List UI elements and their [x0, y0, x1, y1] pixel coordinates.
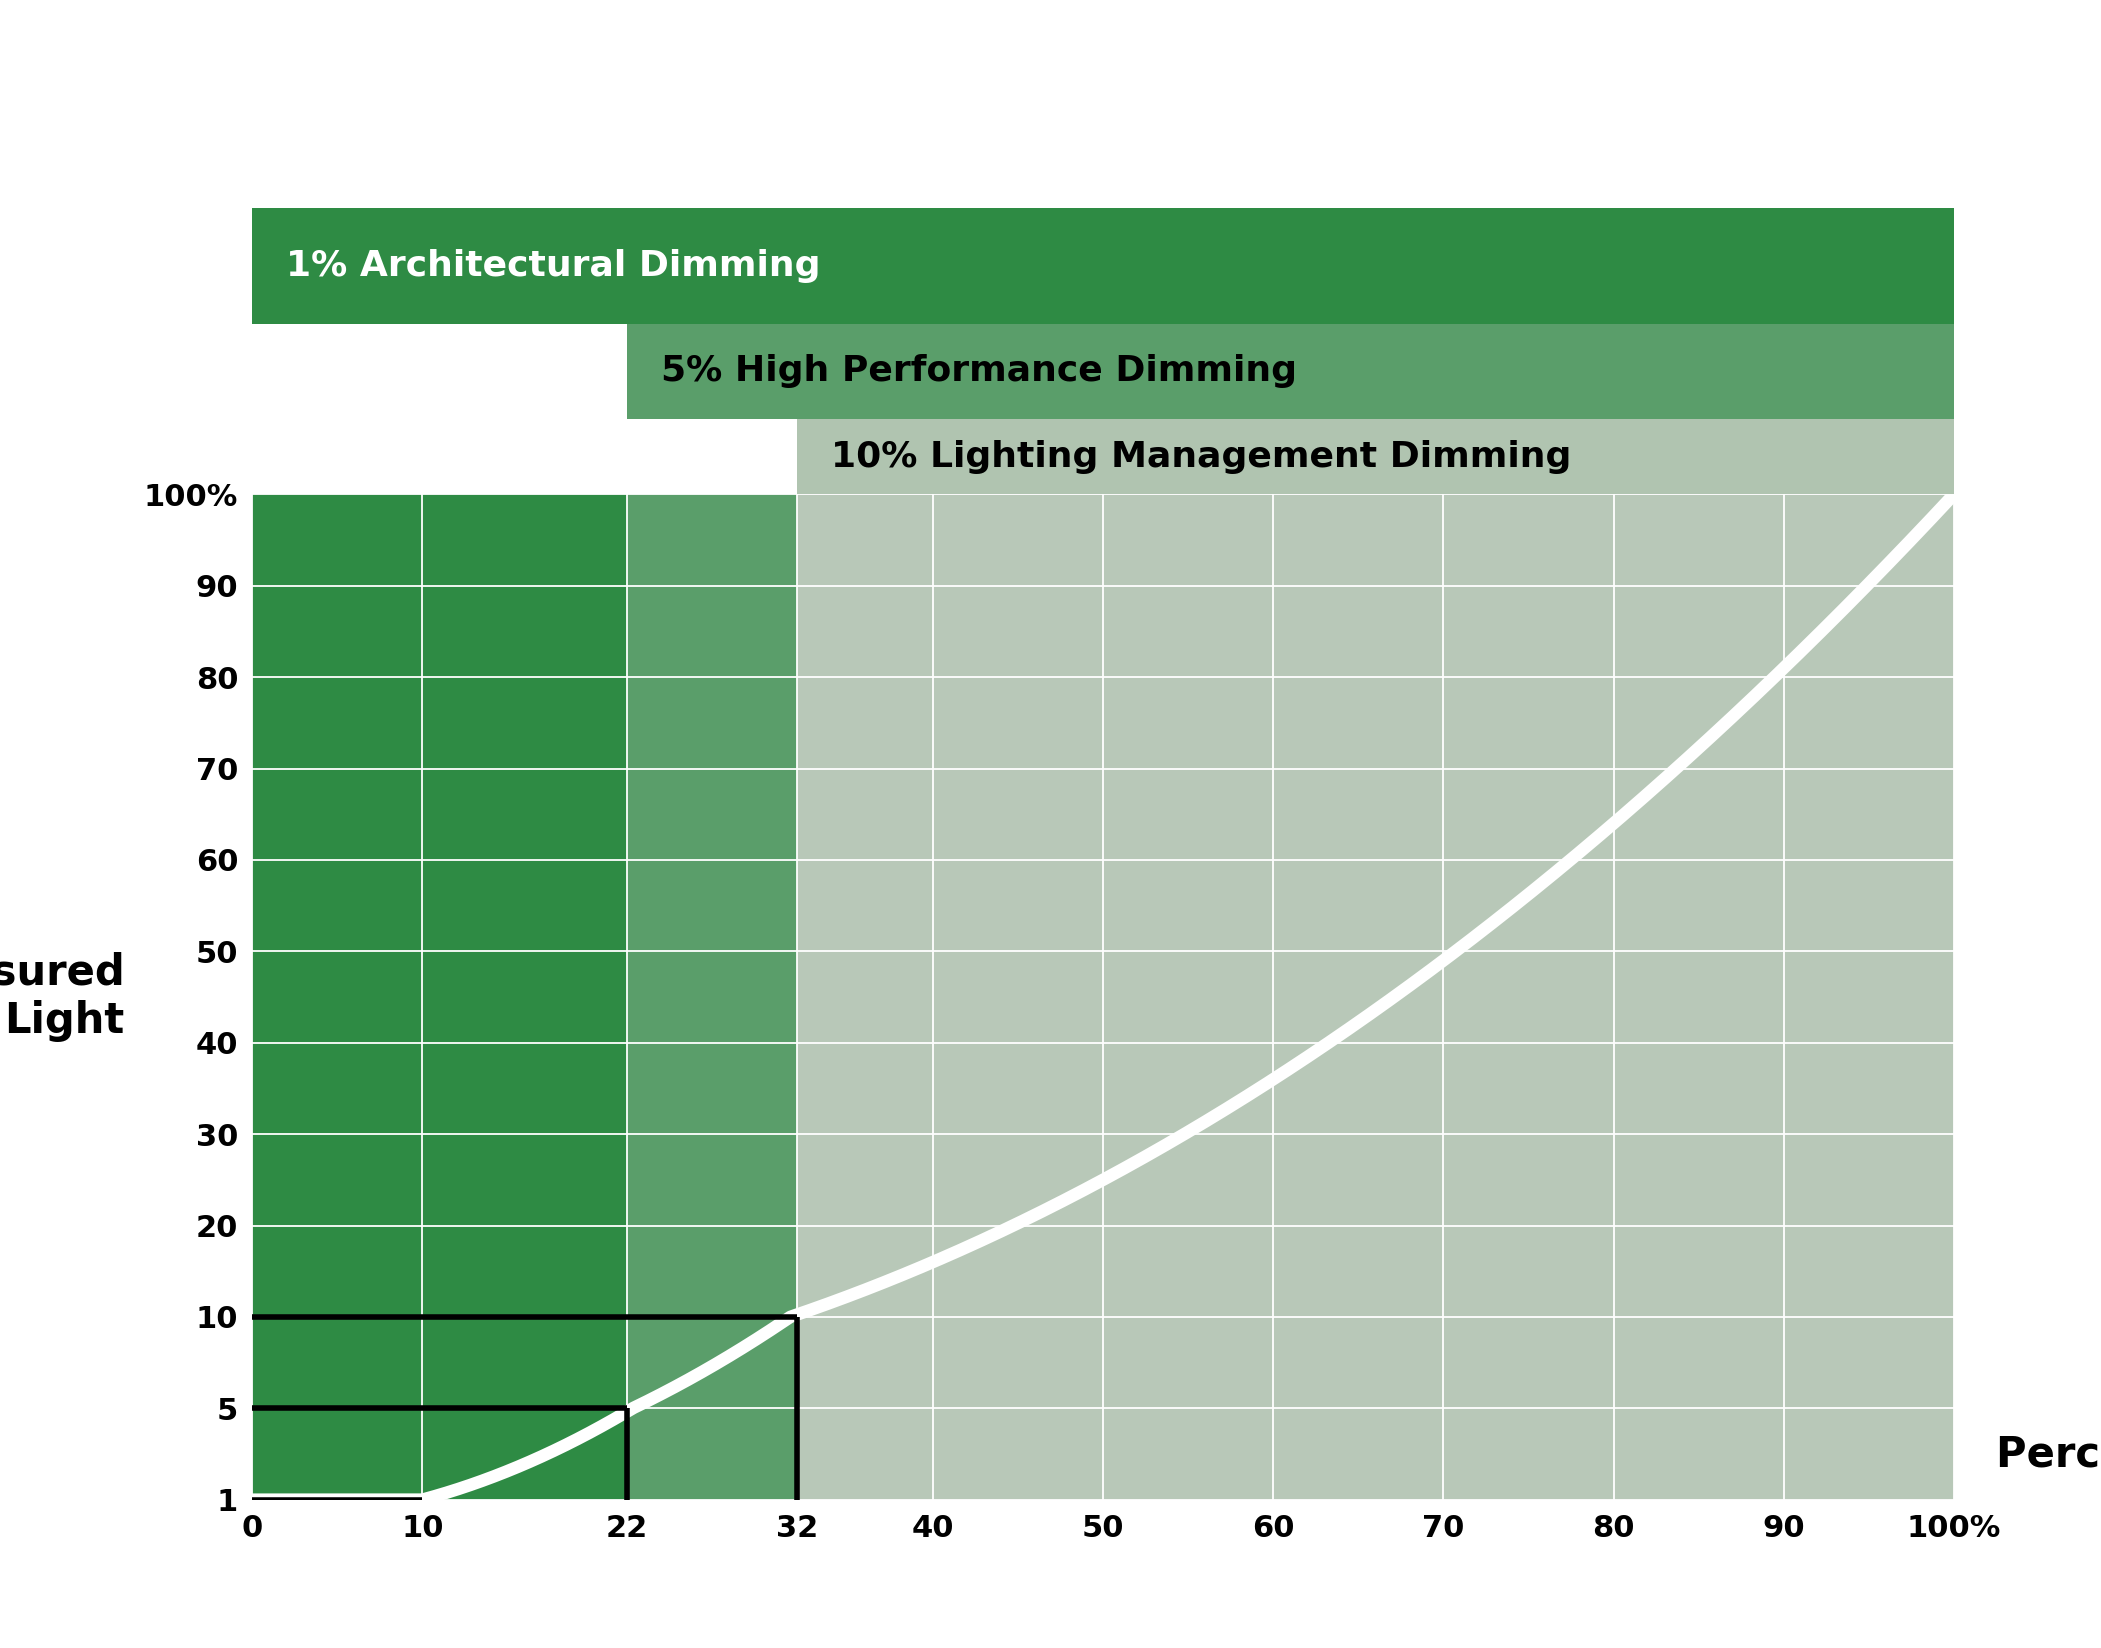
Text: 1% Architectural Dimming: 1% Architectural Dimming — [286, 249, 821, 283]
Bar — [796, 208, 1954, 494]
Bar — [626, 494, 796, 1500]
Text: 10% Lighting Management Dimming: 10% Lighting Management Dimming — [830, 440, 1572, 473]
Bar — [252, 208, 1954, 323]
Text: 5% High Performance Dimming: 5% High Performance Dimming — [660, 354, 1296, 389]
Bar — [626, 208, 1954, 419]
Text: Perceived Light: Perceived Light — [1996, 1434, 2101, 1477]
Y-axis label: Measured
Light: Measured Light — [0, 953, 124, 1042]
Bar — [796, 494, 1954, 1500]
Bar — [252, 494, 626, 1500]
